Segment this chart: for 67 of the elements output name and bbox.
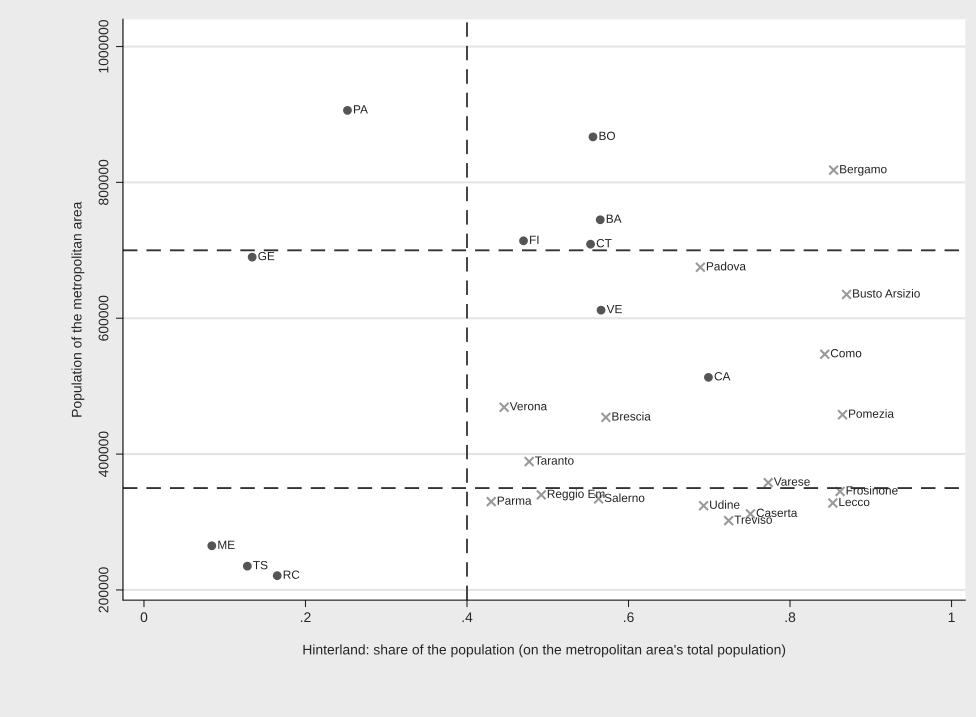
point xyxy=(343,106,352,115)
point xyxy=(600,412,612,423)
annotation: Verona xyxy=(510,402,548,410)
point xyxy=(596,306,606,314)
point xyxy=(248,252,257,262)
point xyxy=(498,402,510,413)
point xyxy=(834,486,846,497)
point xyxy=(524,456,535,467)
point xyxy=(536,489,547,500)
point xyxy=(486,496,497,508)
point xyxy=(819,348,830,360)
point xyxy=(762,477,774,488)
x-tick-label: .4 xyxy=(462,612,472,622)
point xyxy=(272,571,282,580)
point xyxy=(723,515,734,526)
annotation: Treviso xyxy=(734,515,772,524)
annotation: BA xyxy=(606,214,622,223)
annotation: RC xyxy=(284,570,300,579)
y-tick-label: 800000 xyxy=(98,160,108,205)
annotation: VE xyxy=(606,305,622,314)
point xyxy=(704,372,713,382)
annotation: Varese xyxy=(774,478,810,486)
point xyxy=(586,240,595,249)
point xyxy=(519,236,528,246)
annotation: Frosinone xyxy=(846,486,898,495)
y-tick-label: 600000 xyxy=(98,296,108,341)
point xyxy=(242,562,252,571)
annotation: Caserta xyxy=(756,508,798,518)
annotation: Salerno xyxy=(604,493,644,502)
point xyxy=(596,215,605,224)
point xyxy=(207,541,216,550)
annotation: Udine xyxy=(710,500,740,509)
x-tick-label: .2 xyxy=(300,612,311,622)
annotation: Padova xyxy=(706,262,746,270)
annotation: Lecco xyxy=(839,498,870,506)
x-axis-title: Hinterland: share of the population (on the metropolitan area's total population) xyxy=(303,644,786,658)
point xyxy=(827,498,838,508)
annotation: Taranto xyxy=(535,456,574,465)
annotation: PA xyxy=(354,105,368,114)
annotation: GE xyxy=(258,252,274,260)
annotation: CT xyxy=(596,239,612,248)
annotation: Parma xyxy=(498,496,532,505)
x-tick-label: 1 xyxy=(948,612,955,622)
point xyxy=(698,500,710,512)
annotation: BO xyxy=(600,132,616,140)
point xyxy=(841,289,852,300)
annotation: CA xyxy=(714,372,730,380)
annotation: Busto Arsizio xyxy=(853,288,920,298)
x-tick-label: 0 xyxy=(140,612,148,622)
annotation: Brescia xyxy=(612,412,651,421)
annotation: Reggio Em xyxy=(548,489,604,500)
annotation: Pomezia xyxy=(849,409,894,418)
point xyxy=(694,262,706,273)
y-tick-label: 200000 xyxy=(98,567,108,612)
point xyxy=(588,132,598,142)
annotation: FI xyxy=(530,236,538,244)
point xyxy=(837,409,848,420)
point xyxy=(828,164,840,176)
annotation: Como xyxy=(830,349,862,358)
y-tick-label: 1000000 xyxy=(98,20,108,73)
x-tick-label: .8 xyxy=(786,612,796,622)
y-axis-title: Population of the metropolitan area xyxy=(71,202,84,417)
y-tick-label: 400000 xyxy=(98,431,108,477)
annotation: Bergamo xyxy=(840,165,887,176)
annotation: TS xyxy=(253,560,268,570)
x-tick-label: .6 xyxy=(624,612,634,622)
annotation: ME xyxy=(218,540,235,549)
